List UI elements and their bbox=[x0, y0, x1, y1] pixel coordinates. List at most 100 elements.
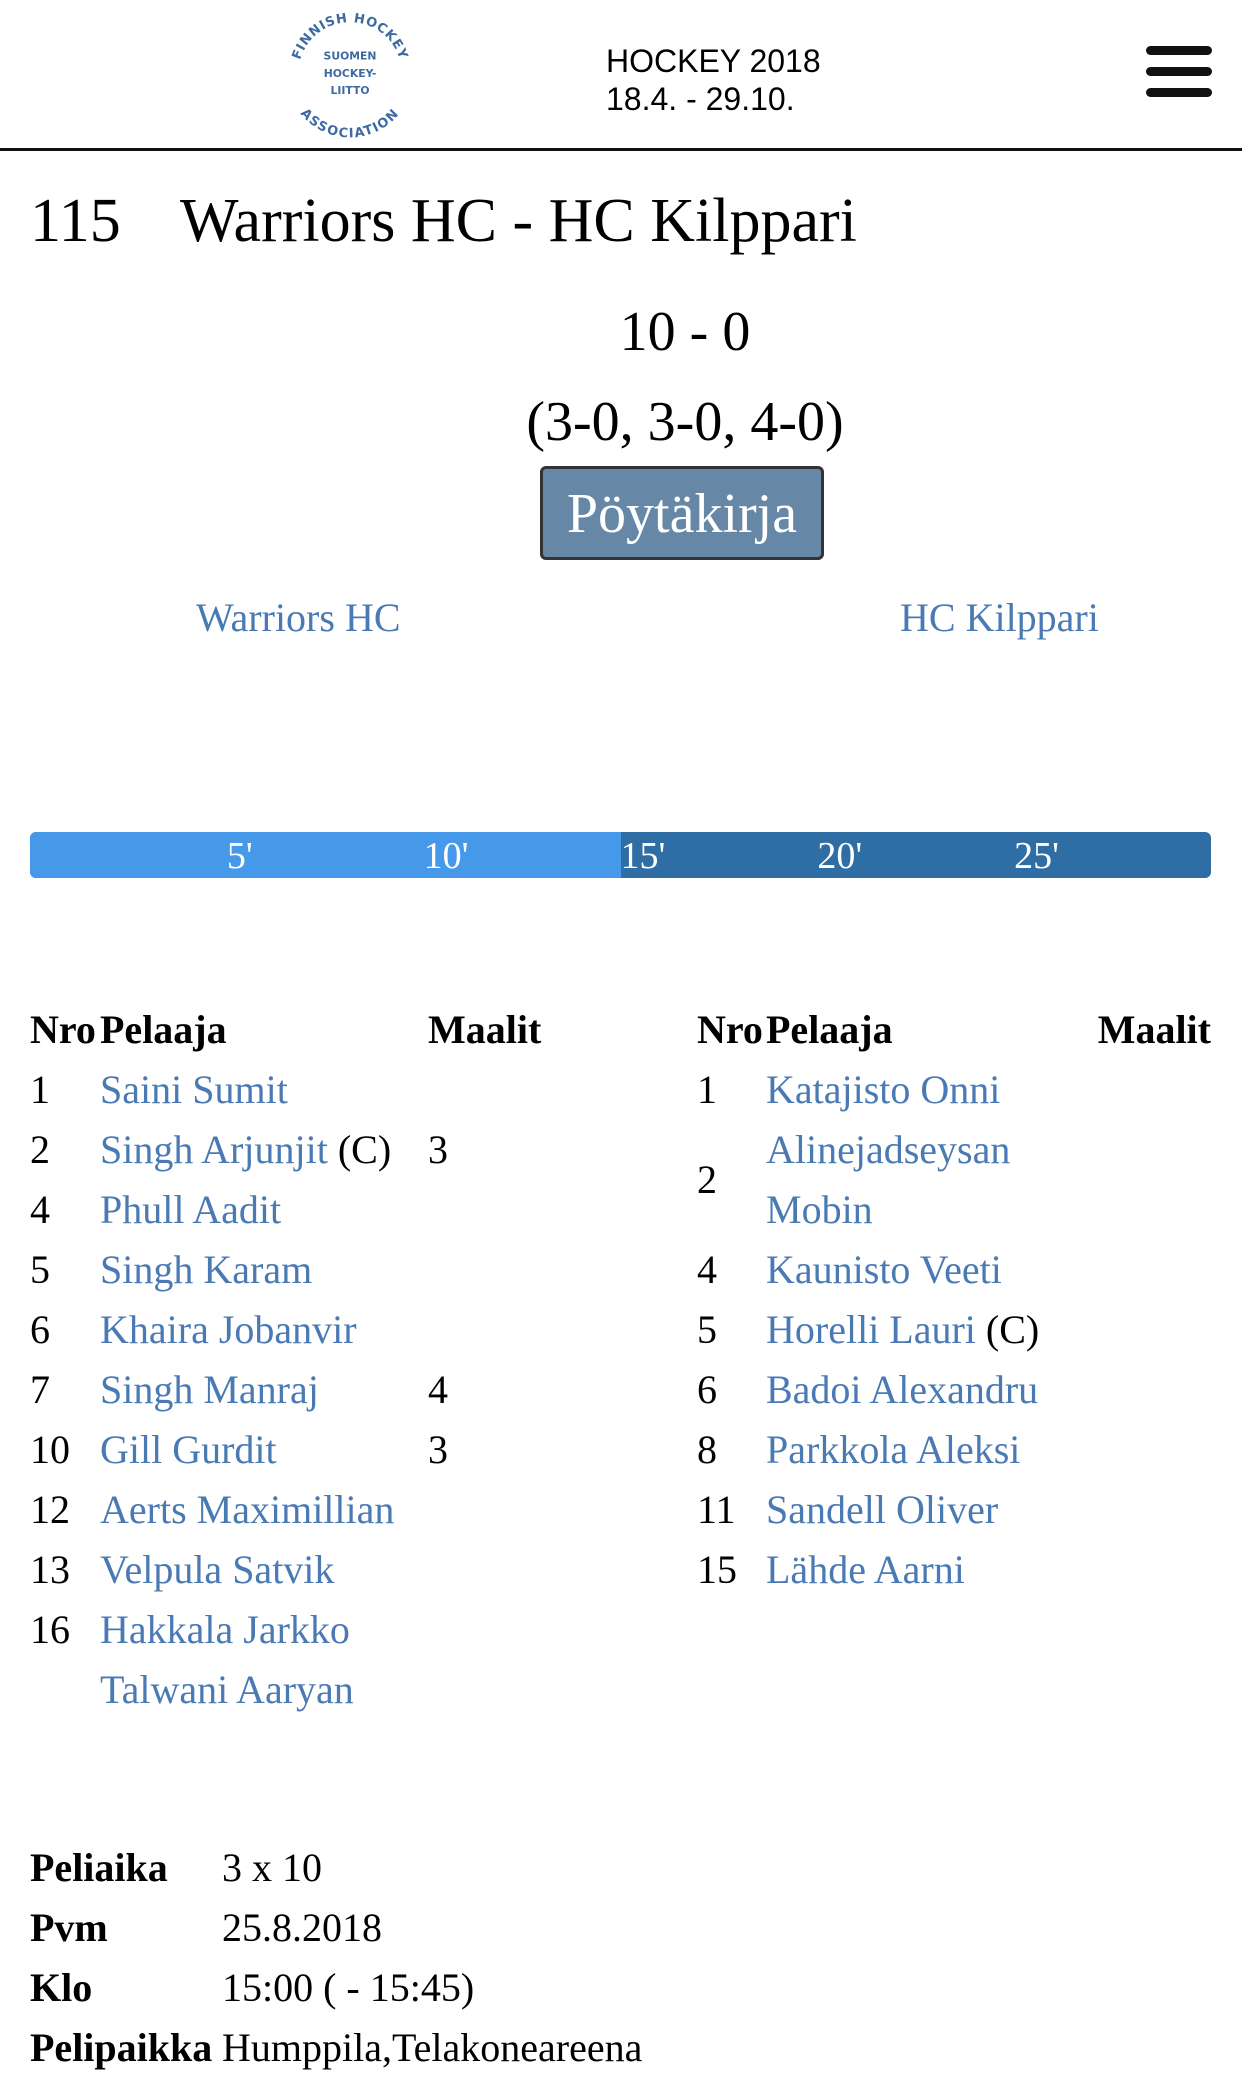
roster-row: 12 Aerts Maximillian bbox=[30, 1480, 550, 1540]
svg-text:ASSOCIATION: ASSOCIATION bbox=[297, 106, 402, 142]
player-link[interactable]: Singh Manraj bbox=[100, 1367, 319, 1412]
player-link[interactable]: Saini Sumit bbox=[100, 1067, 288, 1112]
player-goals bbox=[428, 1180, 550, 1240]
roster-row: 13 Velpula Satvik bbox=[30, 1540, 550, 1600]
player-number: 8 bbox=[697, 1427, 717, 1472]
timeline-tick-label: 25' bbox=[1014, 835, 1060, 877]
player-link[interactable]: Badoi Alexandru bbox=[766, 1367, 1039, 1412]
player-link[interactable]: Alinejadseysan Mobin bbox=[766, 1127, 1011, 1232]
info-value: 25.8.2018 bbox=[222, 1905, 382, 1950]
player-goals bbox=[428, 1480, 550, 1540]
timeline-tick-label: 20' bbox=[817, 835, 863, 877]
player-number: 16 bbox=[30, 1607, 70, 1652]
roster-row: 1 Saini Sumit bbox=[30, 1060, 550, 1120]
player-goals bbox=[1094, 1540, 1211, 1600]
away-roster: Nro Pelaaja Maalit 1 Katajisto Onni 2 Aline… bbox=[697, 1000, 1211, 1600]
info-row: Pvm 25.8.2018 bbox=[30, 1898, 642, 1958]
roster-row: 2 Singh Arjunjit (C) 3 bbox=[30, 1120, 550, 1180]
roster-row: 2 Alinejadseysan Mobin bbox=[697, 1120, 1211, 1240]
player-goals bbox=[1094, 1480, 1211, 1540]
game-info: Peliaika 3 x 10 Pvm 25.8.2018 Klo 15:00 ( - 1… bbox=[30, 1838, 642, 2078]
info-label: Klo bbox=[30, 1965, 93, 2010]
timeline-tick-label: 15' bbox=[620, 835, 666, 877]
svg-text:LIITTO: LIITTO bbox=[330, 84, 369, 97]
roster-row: 8 Parkkola Aleksi bbox=[697, 1420, 1211, 1480]
finnish-hockey-association-logo[interactable]: FINNISH HOCKEY ASSOCIATION SUOMEN HOCKEY… bbox=[262, 2, 438, 146]
info-value: 15:00 ( - 15:45) bbox=[222, 1965, 475, 2010]
info-label: Pelipaikka bbox=[30, 2025, 213, 2070]
site-header: FINNISH HOCKEY ASSOCIATION SUOMEN HOCKEY… bbox=[0, 0, 1242, 151]
player-number: 6 bbox=[697, 1367, 717, 1412]
away-team-link[interactable]: HC Kilppari bbox=[900, 595, 1099, 640]
info-row: Peliaika 3 x 10 bbox=[30, 1838, 642, 1898]
player-link[interactable]: Phull Aadit bbox=[100, 1187, 282, 1232]
info-label: Peliaika bbox=[30, 1845, 168, 1890]
player-link[interactable]: Kaunisto Veeti bbox=[766, 1247, 1002, 1292]
nro-header: Nro bbox=[30, 1007, 96, 1052]
player-goals: 3 bbox=[428, 1427, 448, 1472]
player-link[interactable]: Lähde Aarni bbox=[766, 1547, 965, 1592]
player-goals bbox=[428, 1060, 550, 1120]
player-number: 4 bbox=[697, 1247, 717, 1292]
player-link[interactable]: Katajisto Onni bbox=[766, 1067, 1001, 1112]
timeline-tick-label: 5' bbox=[226, 835, 253, 877]
player-link[interactable]: Parkkola Aleksi bbox=[766, 1427, 1021, 1472]
game-report-button[interactable]: Pöytäkirja bbox=[540, 466, 824, 560]
player-number: 5 bbox=[697, 1307, 717, 1352]
player-link[interactable]: Singh Karam bbox=[100, 1247, 313, 1292]
player-goals: 3 bbox=[428, 1127, 448, 1172]
player-link[interactable]: Hakkala Jarkko bbox=[100, 1607, 350, 1652]
player-number: 11 bbox=[697, 1487, 736, 1532]
player-goals bbox=[1094, 1300, 1211, 1360]
player-link[interactable]: Aerts Maximillian bbox=[100, 1487, 395, 1532]
player-link[interactable]: Horelli Lauri bbox=[766, 1307, 976, 1352]
captain-badge: (C) bbox=[985, 1307, 1040, 1352]
roster-row: 7 Singh Manraj 4 bbox=[30, 1360, 550, 1420]
player-goals bbox=[1094, 1240, 1211, 1300]
player-number: 1 bbox=[697, 1067, 717, 1112]
player-number: 12 bbox=[30, 1487, 70, 1532]
period-scores: (3-0, 3-0, 4-0) bbox=[526, 391, 844, 453]
goals-header: Maalit bbox=[428, 1007, 542, 1052]
season-dates: 18.4. - 29.10. bbox=[606, 81, 795, 117]
hamburger-icon[interactable] bbox=[1146, 46, 1212, 97]
roster-row: Talwani Aaryan bbox=[30, 1660, 550, 1720]
player-link[interactable]: Singh Arjunjit bbox=[100, 1127, 328, 1172]
season-title: HOCKEY 2018 bbox=[606, 43, 821, 79]
roster-row: 15 Lähde Aarni bbox=[697, 1540, 1211, 1600]
timeline-first-segment bbox=[30, 832, 621, 878]
roster-row: 5 Horelli Lauri (C) bbox=[697, 1300, 1211, 1360]
player-link[interactable]: Sandell Oliver bbox=[766, 1487, 999, 1532]
player-goals bbox=[428, 1540, 550, 1600]
info-label: Pvm bbox=[30, 1905, 108, 1950]
home-team-link[interactable]: Warriors HC bbox=[196, 595, 401, 640]
player-link[interactable]: Gill Gurdit bbox=[100, 1427, 277, 1472]
player-goals bbox=[428, 1600, 550, 1660]
info-value: Humppila,Telakoneareena bbox=[222, 2025, 643, 2070]
player-link[interactable]: Velpula Satvik bbox=[100, 1547, 335, 1592]
game-timeline: 5' 10' 15' 20' 25' bbox=[30, 832, 1211, 878]
player-goals: 4 bbox=[428, 1367, 448, 1412]
roster-row: 1 Katajisto Onni bbox=[697, 1060, 1211, 1120]
home-roster: Nro Pelaaja Maalit 1 Saini Sumit 2 Singh Ar… bbox=[30, 1000, 550, 1720]
player-number bbox=[30, 1660, 100, 1720]
page-title: 115 Warriors HC - HC Kilppari bbox=[30, 185, 857, 257]
nro-header: Nro bbox=[697, 1007, 763, 1052]
player-link[interactable]: Talwani Aaryan bbox=[100, 1667, 354, 1712]
player-number: 7 bbox=[30, 1367, 50, 1412]
info-value: 3 x 10 bbox=[222, 1845, 322, 1890]
player-number: 6 bbox=[30, 1307, 50, 1352]
roster-row: 6 Badoi Alexandru bbox=[697, 1360, 1211, 1420]
game-number: 115 bbox=[30, 187, 121, 255]
player-goals bbox=[1094, 1060, 1211, 1120]
player-goals bbox=[428, 1300, 550, 1360]
roster-row: 4 Kaunisto Veeti bbox=[697, 1240, 1211, 1300]
info-row: Klo 15:00 ( - 15:45) bbox=[30, 1958, 642, 2018]
season-info: HOCKEY 2018 18.4. - 29.10. bbox=[606, 42, 821, 118]
info-row: Pelipaikka Humppila,Telakoneareena bbox=[30, 2018, 642, 2078]
player-goals bbox=[1094, 1420, 1211, 1480]
svg-text:SUOMEN: SUOMEN bbox=[324, 50, 377, 63]
final-score: 10 - 0 bbox=[619, 301, 751, 363]
player-link[interactable]: Khaira Jobanvir bbox=[100, 1307, 357, 1352]
player-header: Pelaaja bbox=[100, 1007, 227, 1052]
